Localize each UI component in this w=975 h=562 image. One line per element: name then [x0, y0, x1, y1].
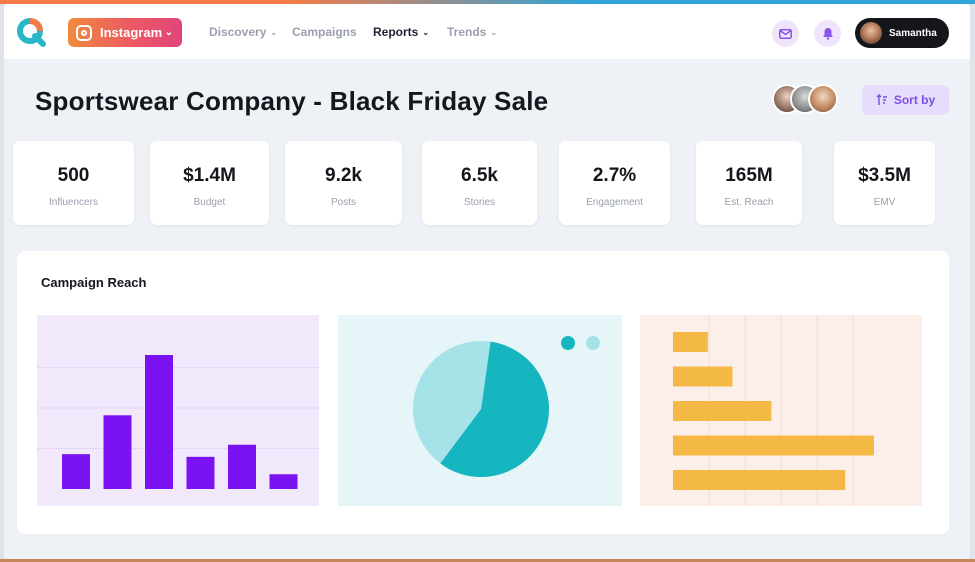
stat-card-est-reach: 165M Est. Reach: [696, 141, 802, 225]
mail-icon: [779, 28, 792, 39]
bar: [673, 401, 772, 421]
chevron-down-icon: ⌄: [164, 27, 173, 38]
user-name: Samantha: [889, 27, 937, 39]
bar: [103, 415, 132, 489]
stat-value: $3.5M: [858, 165, 911, 186]
bar: [228, 444, 256, 489]
legend-dot: [586, 336, 600, 350]
sort-label: Sort by: [893, 93, 936, 107]
bar: [186, 456, 215, 489]
page-title: Sportswear Company - Black Friday Sale: [35, 86, 549, 116]
platform-selector[interactable]: Instagram ⌄: [68, 18, 182, 47]
stat-value: 2.7%: [592, 165, 637, 186]
pie-slice: [413, 341, 491, 464]
bar: [145, 355, 173, 489]
nav-campaigns[interactable]: Campaigns: [292, 25, 357, 39]
instagram-icon: [76, 24, 92, 41]
avatar: [860, 22, 882, 44]
nav-discovery-label: Discovery: [209, 25, 267, 39]
stat-card-influencers: 500 Influencers: [13, 141, 134, 225]
campaign-reach-panel: Campaign Reach: [17, 251, 949, 534]
user-menu[interactable]: Samantha: [855, 18, 949, 48]
stat-label: Est. Reach: [724, 197, 774, 208]
panel-title: Campaign Reach: [41, 275, 147, 290]
stat-label: Engagement: [586, 197, 643, 208]
top-nav: Instagram ⌄ Discovery ⌄ Campaigns Report…: [4, 4, 970, 59]
collaborator-avatars[interactable]: [772, 84, 842, 116]
chevron-down-icon: ⌄: [422, 27, 430, 37]
stat-label: Posts: [330, 197, 356, 208]
platform-label: Instagram: [100, 25, 163, 40]
sort-icon: [876, 94, 887, 105]
stat-value: 165M: [725, 165, 773, 186]
bar: [673, 470, 846, 490]
stat-value: 500: [57, 165, 90, 186]
notifications-button[interactable]: [814, 20, 841, 47]
bar-chart: [37, 315, 319, 506]
horizontal-bar-chart: [640, 315, 922, 506]
nav-reports-label: Reports: [373, 25, 419, 39]
stat-label: EMV: [873, 197, 896, 208]
pie-slice: [440, 341, 549, 477]
nav-reports[interactable]: Reports ⌄: [373, 25, 429, 39]
stat-card-posts: 9.2k Posts: [285, 141, 402, 225]
legend-dot: [561, 336, 575, 350]
pie-chart: [338, 315, 622, 506]
bar: [673, 366, 733, 387]
nav-trends[interactable]: Trends ⌄: [447, 25, 497, 39]
messages-button[interactable]: [772, 20, 799, 47]
stat-label: Stories: [463, 197, 496, 208]
stat-value: 6.5k: [461, 165, 498, 186]
app-logo-icon[interactable]: [16, 17, 46, 47]
bar: [62, 454, 90, 489]
chevron-down-icon: ⌄: [270, 27, 278, 37]
app-window: Instagram ⌄ Discovery ⌄ Campaigns Report…: [4, 4, 970, 560]
stat-label: Influencers: [49, 197, 98, 208]
stat-card-budget: $1.4M Budget: [150, 141, 269, 225]
chevron-down-icon: ⌄: [490, 27, 498, 37]
avatar: [808, 84, 838, 114]
bar: [269, 474, 298, 489]
stat-value: 9.2k: [325, 165, 362, 186]
sort-button[interactable]: Sort by: [862, 85, 949, 115]
stat-card-engagement: 2.7% Engagement: [559, 141, 670, 225]
bell-icon: [822, 28, 833, 40]
nav-discovery[interactable]: Discovery ⌄: [209, 25, 277, 39]
stat-label: Budget: [193, 197, 226, 208]
bar: [673, 332, 708, 352]
nav-campaigns-label: Campaigns: [292, 25, 357, 39]
stat-card-emv: $3.5M EMV: [834, 141, 935, 225]
stat-card-stories: 6.5k Stories: [422, 141, 537, 225]
nav-trends-label: Trends: [447, 25, 487, 39]
bar: [673, 435, 874, 456]
stat-value: $1.4M: [183, 165, 236, 186]
